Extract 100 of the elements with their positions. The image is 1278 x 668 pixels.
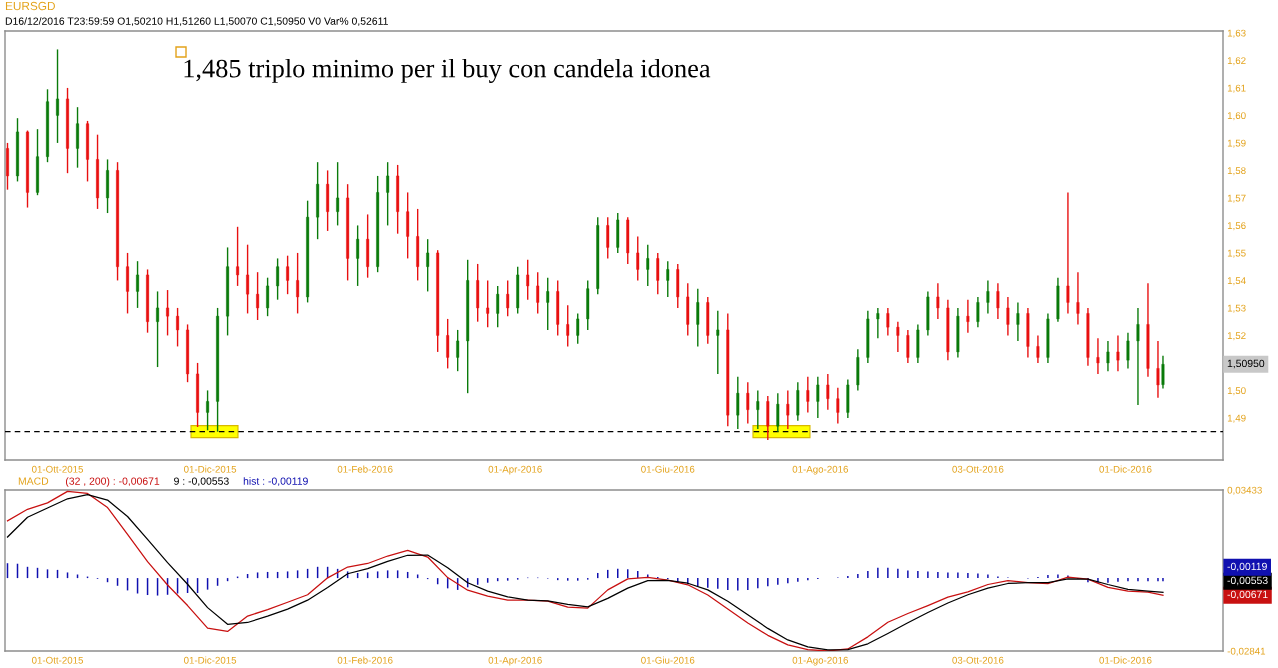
x-tick-label: 01-Ago-2016 (792, 656, 849, 666)
candlestick (776, 392, 780, 433)
y-tick-label: 1,54 (1227, 277, 1246, 286)
series-label: (32 , 200) : -0,00671 (65, 477, 160, 487)
candlestick (836, 386, 840, 425)
candlestick (146, 268, 150, 334)
x-tick-label: 01-Feb-2016 (337, 656, 393, 664)
candlestick (716, 309, 720, 375)
candlestick (906, 329, 910, 364)
candlestick (496, 285, 500, 328)
candlestick (236, 226, 240, 287)
x-tick-label: 01-Ott-2015 (31, 465, 84, 473)
candlestick (1156, 340, 1160, 399)
candlestick (76, 106, 79, 169)
candlestick (1126, 331, 1130, 370)
candlestick (566, 304, 570, 348)
x-tick-label: 01-Dic-2016 (1099, 656, 1152, 664)
candlestick (356, 224, 360, 287)
candlestick (486, 279, 490, 328)
candlestick (296, 252, 300, 315)
y-tick-label: 0,03433 (1227, 486, 1262, 495)
candlestick (166, 289, 170, 337)
candlestick (266, 276, 270, 317)
candlestick (806, 375, 810, 414)
candlestick (1066, 191, 1070, 315)
candlestick (816, 375, 820, 419)
candlestick (1036, 334, 1040, 364)
x-tick-label: 01-Feb-2016 (337, 465, 393, 473)
x-tick-label: 01-Giu-2016 (641, 656, 695, 664)
y-tick-label: -0,02841 (1227, 647, 1266, 656)
candlestick (256, 271, 260, 321)
candlestick (386, 161, 390, 227)
candlestick (756, 389, 760, 430)
candlestick (446, 318, 450, 370)
x-tick-label: 01-Dic-2016 (1099, 465, 1152, 473)
text: -0,00119 (1227, 562, 1267, 572)
y-tick-label: 1,49 (1227, 414, 1246, 423)
candlestick (576, 312, 580, 345)
candlestick (886, 307, 890, 337)
candlestick (426, 238, 430, 293)
y-tick-label: 1,57 (1227, 194, 1246, 203)
candlestick (286, 254, 290, 295)
candlestick (246, 243, 250, 315)
y-tick-label: 1,60 (1227, 112, 1246, 121)
x-tick-label: 01-Ott-2015 (31, 656, 84, 664)
candlestick (966, 298, 970, 334)
candlestick (536, 271, 540, 315)
candlestick (336, 161, 340, 227)
candlestick (136, 260, 140, 309)
candlestick (826, 373, 830, 411)
candlestick (46, 88, 49, 163)
x-tick-label: 01-Apr-2016 (488, 465, 542, 475)
annotation: 1,485 triplo minimo per il buy con candela idonea (184, 58, 711, 83)
candlestick (746, 381, 750, 425)
chart-title: MACD (18, 477, 49, 485)
candlestick (86, 120, 89, 183)
text: hist : -0,00119 (243, 477, 308, 487)
candlestick (976, 296, 980, 328)
candlestick (456, 329, 460, 372)
candlestick (26, 129, 29, 209)
candlestick (666, 260, 670, 298)
candlestick (656, 252, 660, 295)
candlestick (1076, 271, 1080, 326)
x-tick-label: 01-Dic-2015 (183, 656, 237, 664)
y-tick-label: 1,61 (1227, 84, 1246, 93)
candlestick (506, 279, 510, 317)
candlestick (1161, 355, 1165, 390)
candlestick (1006, 296, 1010, 337)
candlestick (116, 161, 120, 282)
candlestick (876, 307, 880, 339)
candlestick (696, 287, 700, 348)
candlestick (66, 87, 69, 174)
candlestick (606, 216, 610, 260)
candlestick (106, 158, 109, 214)
x-tick-label: 01-Dic-2015 (183, 465, 237, 473)
candlestick (1106, 340, 1110, 372)
y-tick-label: 1,52 (1227, 332, 1246, 341)
candlestick (206, 389, 210, 431)
candlestick (986, 279, 990, 315)
y-tick-label: 1,63 (1227, 29, 1246, 38)
candlestick (156, 290, 160, 368)
text: 9 : -0,00553 (174, 477, 229, 487)
candlestick (1016, 301, 1020, 342)
y-tick-label: 1,58 (1227, 167, 1246, 176)
candlestick (56, 48, 59, 144)
chart-title: EURSGD (5, 1, 55, 11)
x-tick-label: 01-Apr-2016 (488, 656, 542, 666)
candlestick (646, 243, 650, 287)
x-tick-label: 01-Giu-2016 (641, 465, 695, 473)
y-tick-label: 1,55 (1227, 249, 1246, 258)
y-tick-label: 1,50 (1227, 387, 1246, 396)
y-tick-label: 1,59 (1227, 139, 1246, 148)
candlestick (996, 282, 1000, 320)
candlestick (176, 307, 180, 348)
candlestick (96, 133, 99, 210)
y-tick-label: 1,62 (1227, 57, 1246, 66)
candlestick (546, 276, 550, 331)
text: -0,00671 (1227, 590, 1268, 600)
x-tick-label: 03-Ott-2016 (952, 465, 1004, 473)
candlestick (526, 259, 530, 301)
